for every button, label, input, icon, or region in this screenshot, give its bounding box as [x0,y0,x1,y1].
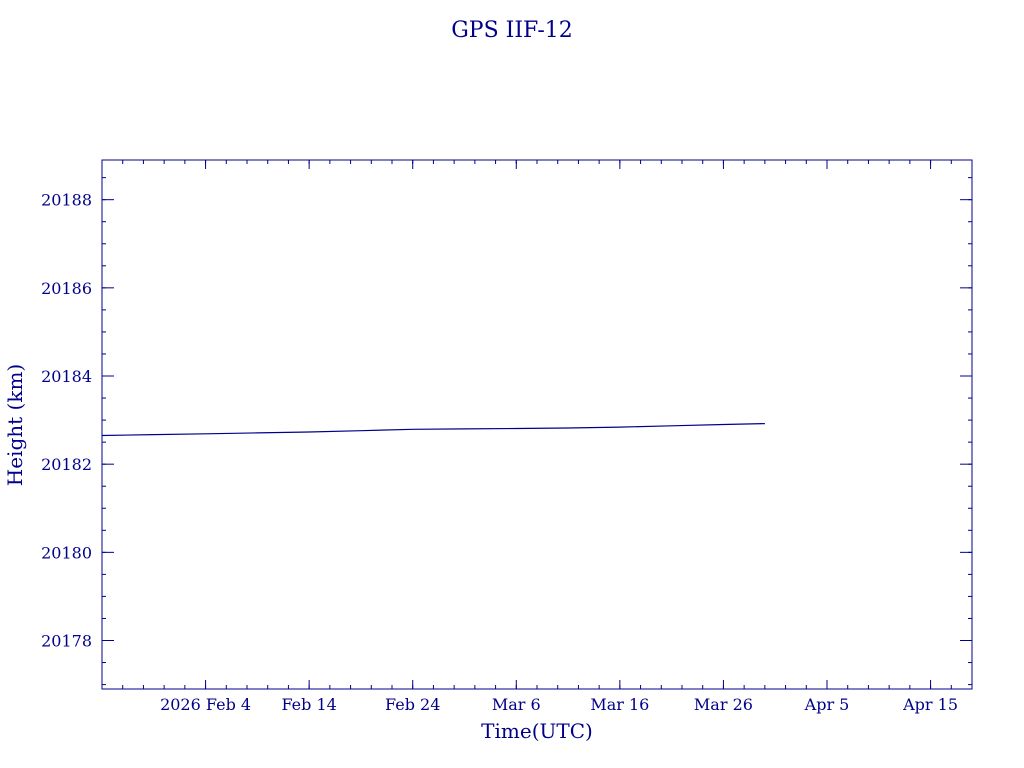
y-tick-label: 20178 [41,632,92,651]
x-tick-label: Apr 15 [902,695,958,714]
height-series-line [101,423,765,437]
x-tick-label: Mar 16 [590,695,649,714]
y-axis-label: Height (km) [3,364,27,486]
y-tick-label: 20186 [41,279,92,298]
x-axis-label: Time(UTC) [481,719,593,743]
x-tick-label: Mar 6 [492,695,541,714]
x-tick-label: 2026 Feb 4 [160,695,251,714]
plot-frame [101,159,973,690]
x-axis: 2026 Feb 4 Feb 14 Feb 24 Mar 6 Mar 16 Mar 26 A… [101,160,973,714]
y-tick-label: 20188 [41,191,92,210]
chart-title: GPS IIF-12 [451,18,573,43]
x-tick-label: Feb 14 [281,695,336,714]
y-tick-label: 20184 [41,367,92,386]
y-axis: 20178 20180 20182 20184 20186 20188 [41,177,972,686]
y-tick-label: 20182 [41,455,92,474]
series-layer [101,423,765,437]
y-tick-label: 20180 [41,543,92,562]
x-tick-label: Apr 5 [804,695,850,714]
x-tick-label: Feb 24 [385,695,440,714]
x-tick-label: Mar 26 [694,695,753,714]
